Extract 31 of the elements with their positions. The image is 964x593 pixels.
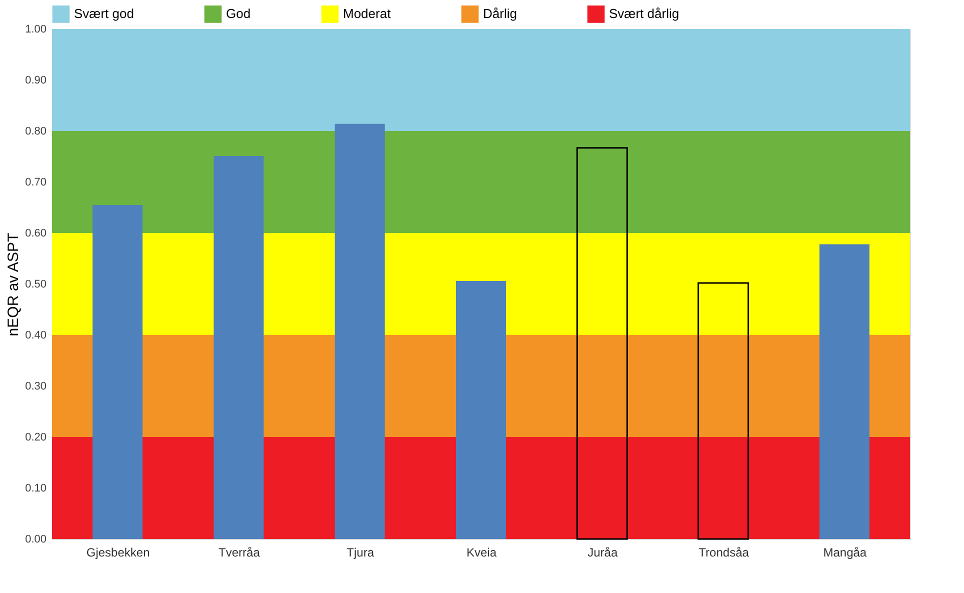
y-tick-label: 0.90: [25, 74, 46, 86]
bar: [819, 244, 870, 539]
y-tick-label: 0.40: [25, 330, 46, 342]
bar: [214, 156, 264, 539]
x-tick-label: Gjesbekken: [86, 546, 150, 560]
bar: [334, 124, 385, 539]
bar: [576, 147, 628, 540]
y-tick-label: 0.50: [25, 278, 46, 290]
y-tick-label: 0.10: [25, 482, 46, 494]
x-tick-label: Tjura: [346, 546, 374, 560]
legend-label: Dårlig: [483, 6, 517, 22]
bar: [92, 204, 143, 539]
x-tick-label: Mangåa: [823, 546, 867, 560]
bar: [698, 282, 750, 540]
y-tick-label: 0.60: [25, 228, 46, 240]
legend-label: Moderat: [343, 6, 392, 22]
bar: [456, 280, 506, 539]
y-axis-title: nEQR av ASPT: [5, 232, 22, 336]
x-tick-label: Trondsåa: [698, 546, 750, 560]
legend-label: Svært dårlig: [609, 6, 680, 22]
x-tick-label: Kveia: [466, 546, 497, 560]
y-tick-label: 1.00: [25, 24, 46, 36]
legend-label: God: [226, 6, 251, 22]
legend-label: Svært god: [74, 6, 134, 22]
x-tick-label: Tverråa: [218, 546, 260, 560]
y-tick-label: 0.00: [25, 534, 46, 546]
y-tick-label: 0.30: [25, 380, 46, 392]
y-tick-label: 0.80: [25, 126, 46, 138]
x-tick-label: Juråa: [588, 546, 618, 560]
y-tick-label: 0.70: [25, 176, 46, 188]
y-tick-label: 0.20: [25, 432, 46, 444]
